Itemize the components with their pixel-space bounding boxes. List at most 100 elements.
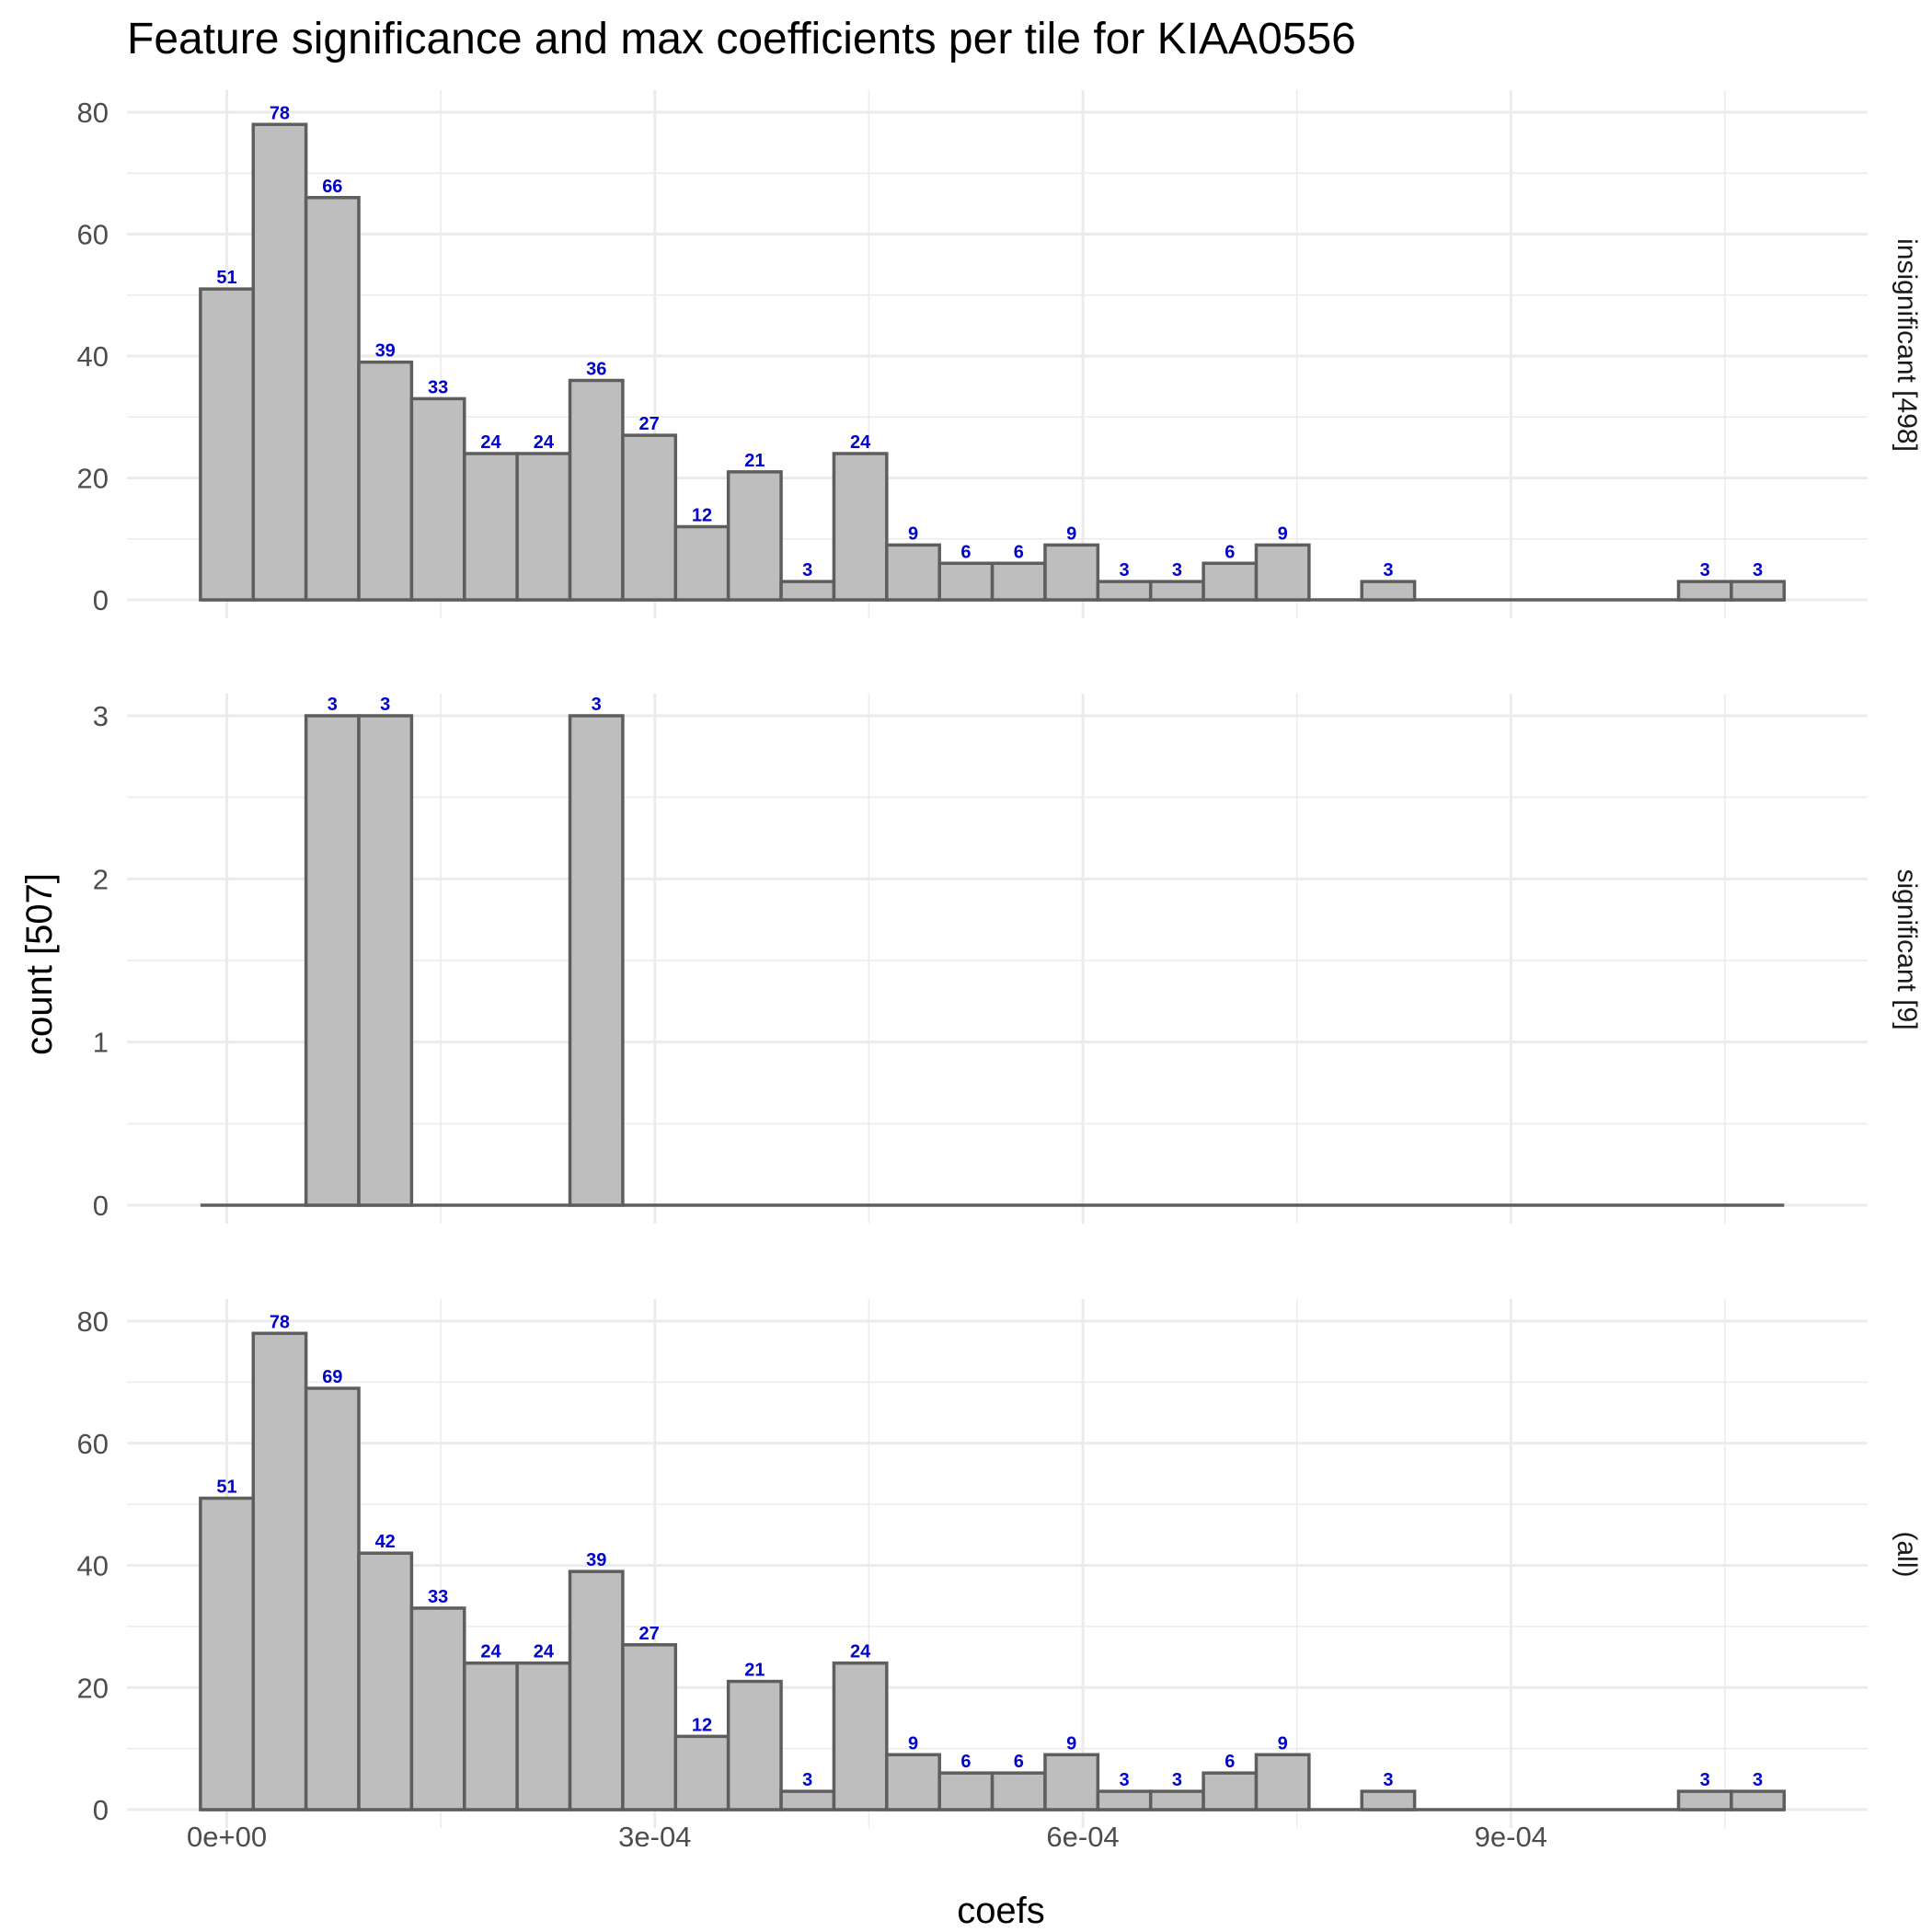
y-tick-label: 80 bbox=[77, 97, 109, 129]
bar-data-label: 12 bbox=[692, 506, 712, 526]
histogram-bar bbox=[1360, 580, 1417, 602]
histogram-bar bbox=[726, 1679, 783, 1811]
histogram-bar bbox=[990, 561, 1047, 602]
y-tick-label: 20 bbox=[77, 1672, 109, 1704]
bar-data-label: 69 bbox=[322, 1367, 342, 1387]
histogram-bar bbox=[726, 470, 783, 602]
histogram-bar bbox=[779, 580, 836, 602]
histogram-bar bbox=[568, 378, 625, 602]
histogram-bar bbox=[1676, 1789, 1733, 1811]
bar-data-label: 3 bbox=[1753, 1770, 1763, 1790]
bar-data-label: 3 bbox=[1700, 560, 1710, 581]
y-tick-label: 1 bbox=[93, 1027, 109, 1059]
y-tick-label: 80 bbox=[77, 1305, 109, 1338]
bar-data-label: 9 bbox=[1066, 1733, 1076, 1754]
bar-data-label: 21 bbox=[744, 451, 765, 471]
bar-data-label: 24 bbox=[534, 1642, 555, 1662]
histogram-bar bbox=[1043, 543, 1100, 602]
bar-data-label: 3 bbox=[1119, 560, 1129, 581]
histogram-bar bbox=[304, 1386, 361, 1811]
y-tick-label: 0 bbox=[93, 1794, 109, 1826]
histogram-bar bbox=[885, 1753, 941, 1811]
bar-data-label: 24 bbox=[480, 1642, 501, 1662]
bar-data-label: 42 bbox=[375, 1532, 396, 1552]
histogram-bar bbox=[673, 1734, 730, 1811]
facet-strip-label: (all) bbox=[1892, 1532, 1922, 1578]
bar-data-label: 3 bbox=[380, 695, 390, 715]
bar-data-label: 24 bbox=[480, 432, 501, 453]
histogram-bar bbox=[1254, 543, 1311, 602]
histogram-bar bbox=[1202, 1771, 1259, 1811]
y-tick-label: 20 bbox=[77, 463, 109, 495]
histogram-bar bbox=[1730, 1789, 1787, 1811]
y-tick-label: 40 bbox=[77, 1550, 109, 1582]
x-axis-title: coefs bbox=[957, 1891, 1045, 1931]
bar-data-label: 51 bbox=[216, 268, 236, 288]
bar-data-label: 24 bbox=[534, 432, 555, 453]
bar-data-label: 9 bbox=[1278, 523, 1288, 544]
bar-data-label: 9 bbox=[908, 523, 918, 544]
histogram-bar bbox=[304, 196, 361, 602]
histogram-bar bbox=[199, 287, 255, 602]
bar-data-label: 3 bbox=[328, 695, 338, 715]
histogram-bar bbox=[251, 122, 308, 602]
bar-data-label: 27 bbox=[638, 1624, 659, 1644]
bar-data-label: 3 bbox=[1383, 560, 1393, 581]
bar-data-label: 33 bbox=[428, 1587, 448, 1607]
y-tick-label: 40 bbox=[77, 340, 109, 373]
bar-data-label: 3 bbox=[1172, 560, 1182, 581]
bar-data-label: 33 bbox=[428, 377, 448, 397]
histogram-bar bbox=[673, 524, 730, 602]
bar-data-label: 21 bbox=[744, 1661, 765, 1681]
histogram-bar bbox=[1043, 1753, 1100, 1811]
x-tick-label: 6e-04 bbox=[1046, 1821, 1119, 1853]
bar-data-label: 78 bbox=[270, 1312, 290, 1332]
x-tick-label: 3e-04 bbox=[618, 1821, 691, 1853]
x-tick-label: 9e-04 bbox=[1475, 1821, 1547, 1853]
bar-data-label: 6 bbox=[1014, 542, 1024, 562]
bar-data-label: 24 bbox=[850, 1642, 871, 1662]
histogram-bar bbox=[1730, 580, 1787, 602]
bar-data-label: 6 bbox=[960, 1752, 971, 1772]
histogram-bar bbox=[251, 1331, 308, 1811]
bar-data-label: 39 bbox=[375, 341, 396, 362]
bar-data-label: 6 bbox=[1225, 1752, 1235, 1772]
bar-data-label: 6 bbox=[1225, 542, 1235, 562]
histogram-bar bbox=[1096, 580, 1153, 602]
histogram-bar bbox=[357, 714, 414, 1207]
bar-data-label: 36 bbox=[586, 360, 606, 380]
histogram-bar bbox=[357, 360, 414, 602]
histogram-bar bbox=[1148, 1789, 1205, 1811]
bar-data-label: 27 bbox=[638, 414, 659, 434]
bar-data-label: 3 bbox=[802, 1770, 812, 1790]
histogram-bar bbox=[1096, 1789, 1153, 1811]
y-tick-label: 3 bbox=[93, 700, 109, 732]
y-tick-label: 60 bbox=[77, 219, 109, 251]
y-tick-label: 0 bbox=[93, 1190, 109, 1222]
bar-data-label: 12 bbox=[692, 1715, 712, 1735]
panel-significant: 0 1 2 3 3 3 3 significant [9] bbox=[93, 694, 1922, 1224]
histogram-bar bbox=[1254, 1753, 1311, 1811]
y-tick-label: 0 bbox=[93, 584, 109, 616]
histogram-bar bbox=[199, 1496, 255, 1811]
y-tick-label: 60 bbox=[77, 1428, 109, 1460]
bar-data-label: 3 bbox=[1700, 1770, 1710, 1790]
histogram-bar bbox=[304, 714, 361, 1207]
histogram-bar bbox=[515, 1661, 572, 1811]
histogram-bar bbox=[357, 1551, 414, 1811]
histogram-bar bbox=[885, 543, 941, 602]
bar-data-label: 3 bbox=[1383, 1770, 1393, 1790]
histogram-bar bbox=[463, 1661, 519, 1811]
x-tick-label: 0e+00 bbox=[187, 1821, 267, 1853]
histogram-bar bbox=[832, 452, 889, 602]
histogram-bar bbox=[1202, 561, 1259, 602]
bar-data-label: 9 bbox=[908, 1733, 918, 1754]
bar-data-label: 9 bbox=[1066, 523, 1076, 544]
bar-data-label: 3 bbox=[802, 560, 812, 581]
bar-data-label: 6 bbox=[1014, 1752, 1024, 1772]
histogram-bar bbox=[937, 561, 995, 602]
bar-data-label: 9 bbox=[1278, 1733, 1288, 1754]
histogram-bar bbox=[990, 1771, 1047, 1811]
